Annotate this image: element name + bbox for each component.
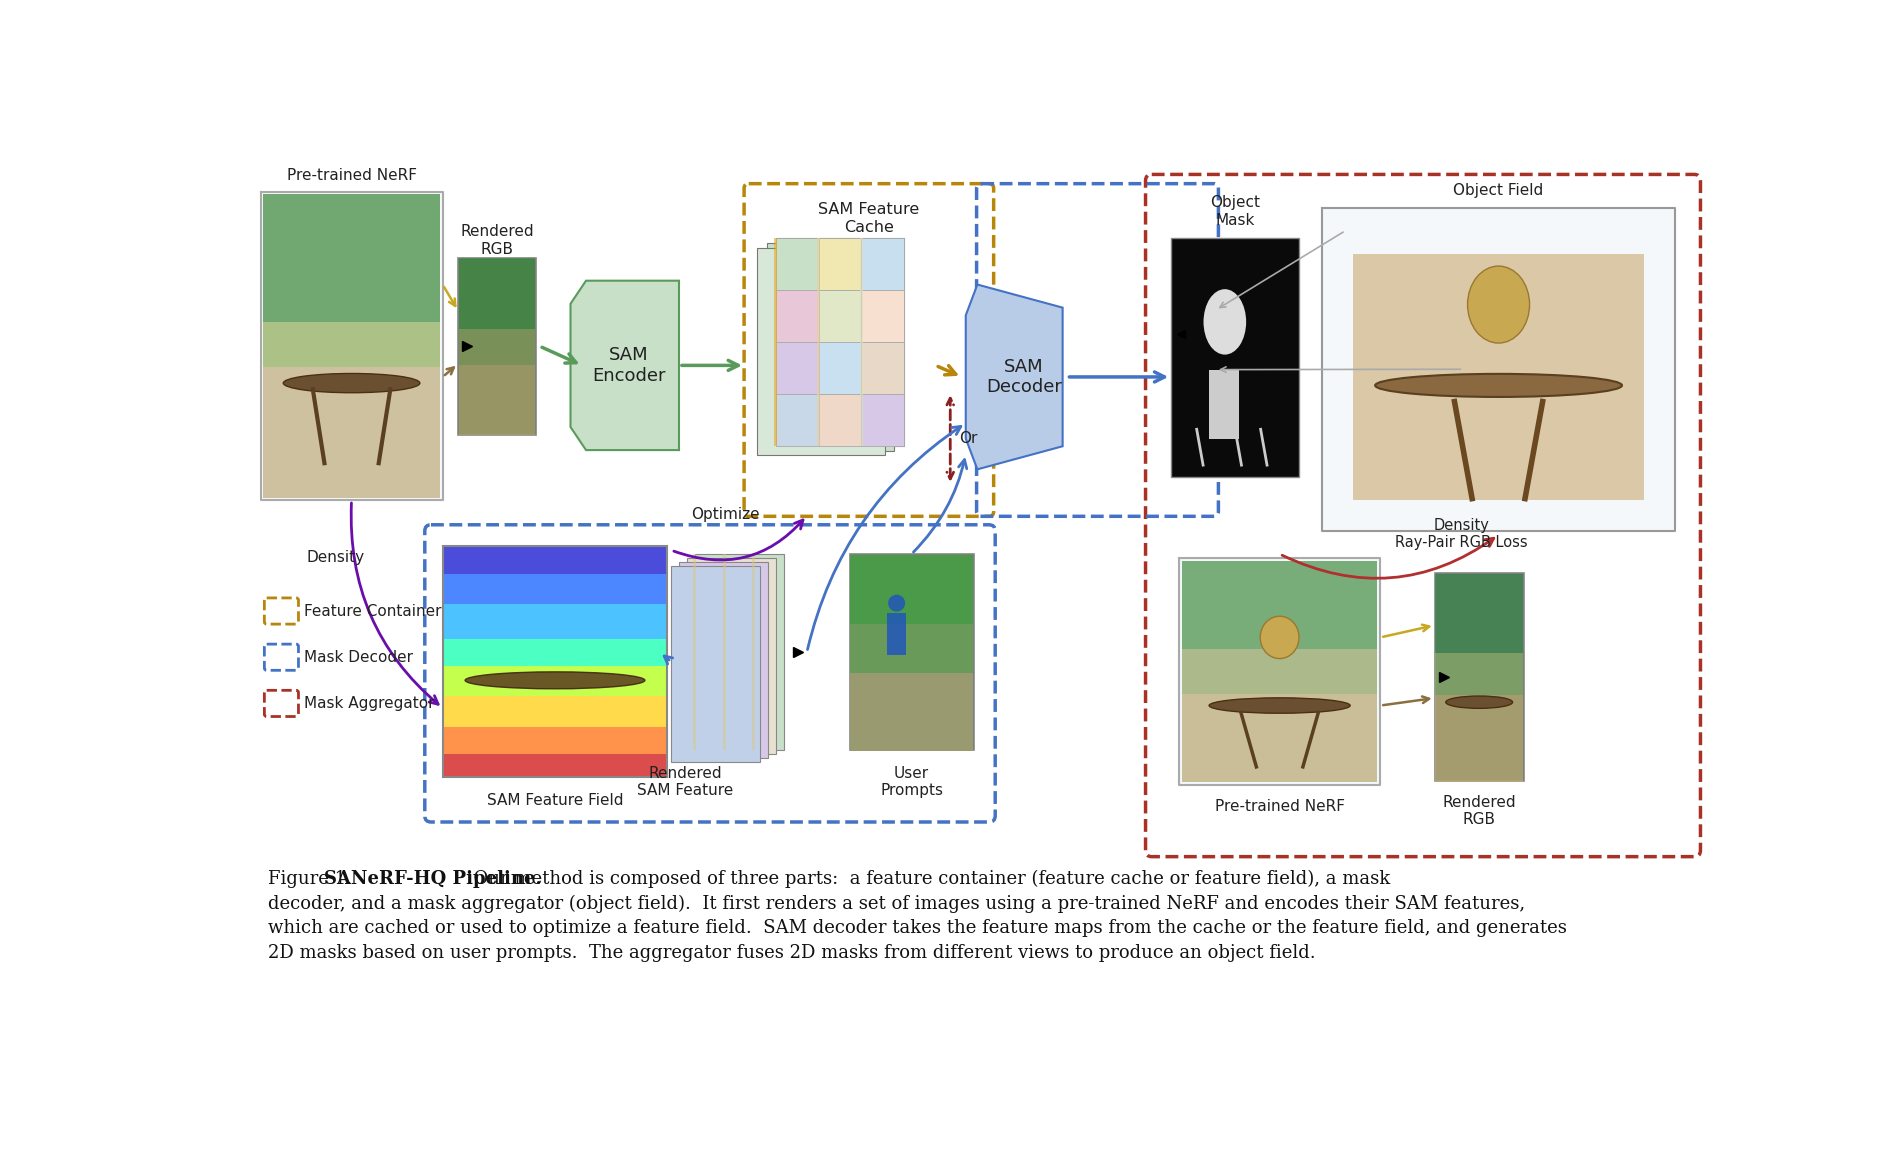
Bar xyxy=(679,562,769,758)
Text: Or: Or xyxy=(960,431,977,446)
Ellipse shape xyxy=(1203,289,1247,355)
Bar xyxy=(1435,574,1524,781)
Text: SANeRF-HQ Pipeline.: SANeRF-HQ Pipeline. xyxy=(325,870,543,888)
Bar xyxy=(862,290,903,342)
Text: Density: Density xyxy=(307,551,364,566)
Bar xyxy=(776,342,818,394)
Bar xyxy=(752,554,755,750)
Bar xyxy=(1182,561,1378,650)
Bar xyxy=(776,394,818,446)
Text: SAM
Encoder: SAM Encoder xyxy=(592,346,666,385)
Text: Density
Ray-Pair RGB Loss: Density Ray-Pair RGB Loss xyxy=(1395,517,1528,551)
Ellipse shape xyxy=(1260,616,1298,659)
Bar xyxy=(818,394,862,446)
Text: Optimize: Optimize xyxy=(691,507,759,522)
Text: Pre-trained NeRF: Pre-trained NeRF xyxy=(287,168,416,183)
Bar xyxy=(816,238,820,446)
Bar xyxy=(262,195,440,321)
Text: which are cached or used to optimize a feature field.  SAM decoder takes the fea: which are cached or used to optimize a f… xyxy=(268,919,1568,937)
Ellipse shape xyxy=(888,594,905,612)
Polygon shape xyxy=(260,192,442,500)
Text: Object Field: Object Field xyxy=(1454,183,1543,198)
Bar xyxy=(672,566,761,761)
Bar xyxy=(862,394,903,446)
Bar xyxy=(860,238,864,446)
Bar xyxy=(1171,238,1298,477)
Bar xyxy=(1182,650,1378,694)
Text: Our method is composed of three parts:  a feature container (feature cache or fe: Our method is composed of three parts: a… xyxy=(461,870,1389,888)
Text: Mask Decoder: Mask Decoder xyxy=(304,650,414,665)
Bar xyxy=(776,238,903,446)
Bar xyxy=(1353,253,1644,500)
Ellipse shape xyxy=(1446,696,1513,708)
Bar xyxy=(695,554,784,750)
Bar xyxy=(850,554,974,750)
Bar xyxy=(442,667,668,697)
Bar xyxy=(262,321,440,367)
Ellipse shape xyxy=(465,672,645,689)
Text: Object
Mask: Object Mask xyxy=(1211,195,1260,228)
Text: Mask Aggregator: Mask Aggregator xyxy=(304,696,435,711)
Bar xyxy=(1435,695,1522,782)
Bar xyxy=(442,604,668,638)
Bar xyxy=(850,555,972,623)
Ellipse shape xyxy=(283,373,419,393)
Bar xyxy=(723,554,725,750)
Ellipse shape xyxy=(1376,374,1623,397)
Bar xyxy=(693,554,697,750)
Bar xyxy=(818,342,862,394)
Text: SAM
Decoder: SAM Decoder xyxy=(985,357,1061,396)
Bar xyxy=(818,290,862,342)
Text: decoder, and a mask aggregator (object field).  It first renders a set of images: decoder, and a mask aggregator (object f… xyxy=(268,894,1526,912)
Polygon shape xyxy=(1323,207,1674,531)
Bar xyxy=(774,238,778,446)
Text: SAM Feature
Cache: SAM Feature Cache xyxy=(818,202,919,235)
Polygon shape xyxy=(966,285,1063,469)
Bar xyxy=(767,243,894,450)
Bar xyxy=(776,238,818,290)
Text: Feature Container: Feature Container xyxy=(304,604,442,619)
Bar xyxy=(776,290,818,342)
Bar xyxy=(850,623,972,673)
Bar xyxy=(442,574,668,604)
Ellipse shape xyxy=(1467,266,1530,343)
Bar xyxy=(262,367,440,498)
Ellipse shape xyxy=(1209,698,1349,713)
Text: User
Prompts: User Prompts xyxy=(881,766,943,798)
Bar xyxy=(818,238,862,290)
Text: SAM Feature Field: SAM Feature Field xyxy=(486,793,623,808)
Text: 2D masks based on user prompts.  The aggregator fuses 2D masks from different vi: 2D masks based on user prompts. The aggr… xyxy=(268,943,1315,962)
Bar xyxy=(862,342,903,394)
Text: Rendered
SAM Feature: Rendered SAM Feature xyxy=(638,766,735,798)
Bar xyxy=(442,755,668,778)
Bar xyxy=(442,546,668,778)
Text: Pre-trained NeRF: Pre-trained NeRF xyxy=(1215,798,1344,814)
Bar xyxy=(862,238,903,290)
Bar xyxy=(457,258,535,434)
Bar xyxy=(459,365,535,435)
Text: Rendered
RGB: Rendered RGB xyxy=(1442,795,1517,827)
Text: Figure 1.: Figure 1. xyxy=(268,870,353,888)
Bar xyxy=(442,727,668,755)
Bar xyxy=(1209,370,1239,439)
Polygon shape xyxy=(1179,558,1380,785)
Bar xyxy=(442,697,668,727)
Bar xyxy=(1182,694,1378,782)
Text: Rendered
RGB: Rendered RGB xyxy=(459,225,533,257)
Bar xyxy=(850,673,972,751)
Bar xyxy=(442,638,668,667)
Bar xyxy=(442,546,668,574)
Bar xyxy=(1435,574,1522,653)
Bar xyxy=(459,329,535,365)
Bar xyxy=(1435,653,1522,695)
Bar xyxy=(687,558,776,755)
Bar xyxy=(459,258,535,329)
Bar xyxy=(886,613,905,655)
Polygon shape xyxy=(571,281,679,450)
Bar xyxy=(757,248,884,455)
